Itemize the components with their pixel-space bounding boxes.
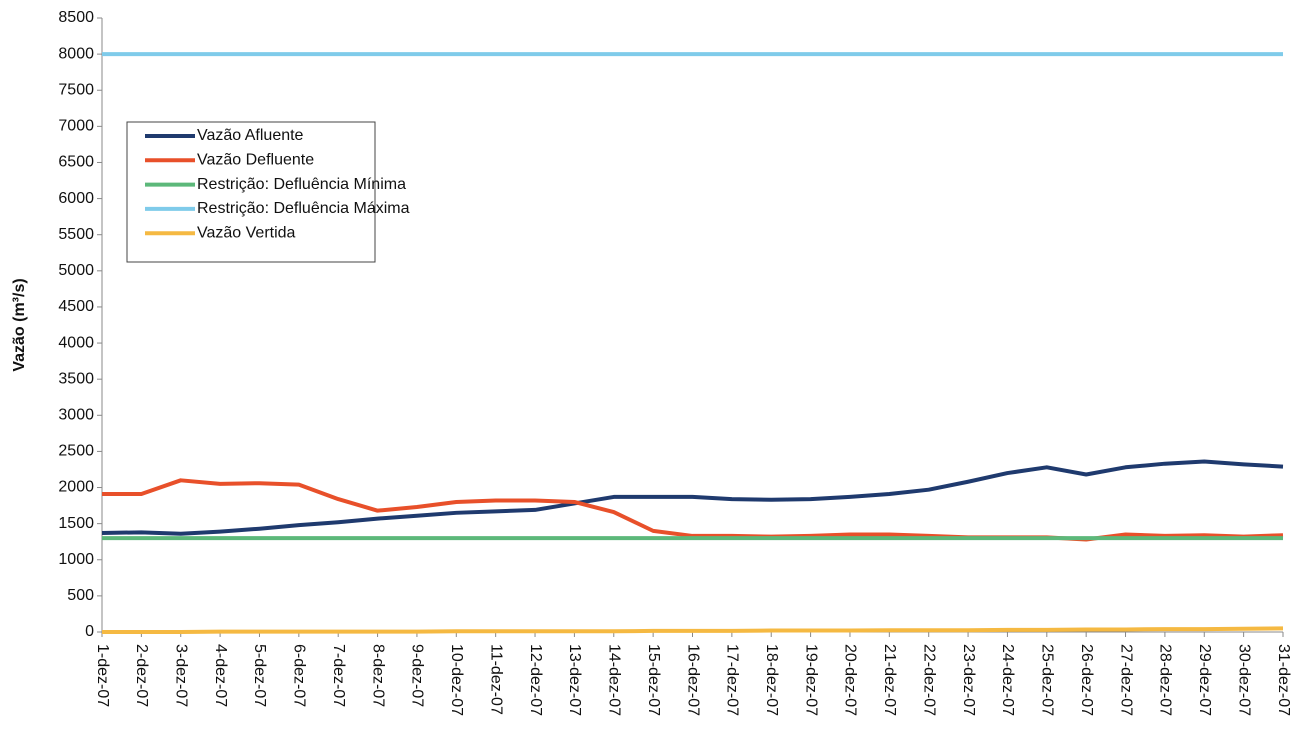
x-tick-label: 1-dez-07 <box>94 644 111 707</box>
x-tick-label: 29-dez-07 <box>1196 644 1213 716</box>
y-tick-label: 1500 <box>58 515 94 532</box>
y-tick-label: 6500 <box>58 154 94 171</box>
series-line <box>102 478 1284 542</box>
x-tick-label: 14-dez-07 <box>606 644 623 716</box>
x-tick-label: 11-dez-07 <box>487 644 504 715</box>
x-tick-label: 15-dez-07 <box>645 644 662 716</box>
y-tick-label: 3500 <box>58 370 94 387</box>
legend-label: Restrição: Defluência Máxima <box>197 200 410 217</box>
y-tick-label: 5000 <box>58 262 94 279</box>
y-tick-label: 5500 <box>58 226 94 243</box>
y-tick-label: 1000 <box>58 551 94 568</box>
x-tick-label: 10-dez-07 <box>448 644 465 716</box>
y-tick-label: 8500 <box>58 9 94 26</box>
x-tick-label: 18-dez-07 <box>763 644 780 716</box>
y-tick-label: 7500 <box>58 81 94 98</box>
y-tick-label: 7000 <box>58 118 94 135</box>
series-line <box>101 459 1284 536</box>
x-tick-label: 30-dez-07 <box>1235 644 1252 716</box>
x-tick-label: 8-dez-07 <box>369 644 386 707</box>
x-tick-label: 21-dez-07 <box>881 644 898 716</box>
y-tick-label: 4500 <box>58 298 94 315</box>
x-tick-label: 3-dez-07 <box>172 644 189 707</box>
y-tick-label: 0 <box>85 623 94 640</box>
x-tick-label: 25-dez-07 <box>1039 644 1056 716</box>
x-tick-label: 2-dez-07 <box>133 644 150 707</box>
legend-label: Vazão Defluente <box>197 152 314 169</box>
x-tick-label: 9-dez-07 <box>409 644 426 707</box>
y-tick-label: 4000 <box>58 334 94 351</box>
series-line <box>102 626 1284 634</box>
y-tick-label: 8000 <box>58 45 94 62</box>
x-tick-label: 19-dez-07 <box>802 644 819 716</box>
legend-label: Vazão Vertida <box>197 224 296 241</box>
y-axis-label: Vazão (m³/s) <box>11 278 28 371</box>
x-tick-label: 27-dez-07 <box>1117 644 1134 716</box>
legend-label: Vazão Afluente <box>197 127 304 144</box>
y-tick-label: 2000 <box>58 479 94 496</box>
x-tick-label: 28-dez-07 <box>1157 644 1174 716</box>
legend-box <box>126 121 376 263</box>
x-tick-label: 31-dez-07 <box>1275 644 1292 716</box>
y-tick-label: 3000 <box>58 407 94 424</box>
x-tick-label: 7-dez-07 <box>330 644 347 707</box>
x-tick-label: 22-dez-07 <box>920 644 937 716</box>
x-tick-label: 20-dez-07 <box>842 644 859 716</box>
x-tick-label: 5-dez-07 <box>251 644 268 707</box>
legend-label: Restrição: Defluência Mínima <box>197 176 406 193</box>
x-tick-label: 26-dez-07 <box>1078 644 1095 716</box>
x-tick-label: 23-dez-07 <box>960 644 977 716</box>
y-tick-label: 6000 <box>58 190 94 207</box>
x-tick-label: 16-dez-07 <box>684 644 701 716</box>
x-tick-label: 4-dez-07 <box>212 644 229 707</box>
x-tick-label: 17-dez-07 <box>724 644 741 716</box>
x-tick-label: 24-dez-07 <box>999 644 1016 716</box>
x-tick-label: 13-dez-07 <box>566 644 583 716</box>
x-tick-label: 6-dez-07 <box>291 644 308 707</box>
y-tick-label: 500 <box>67 587 94 604</box>
y-tick-label: 2500 <box>58 443 94 460</box>
x-tick-label: 12-dez-07 <box>527 644 544 716</box>
